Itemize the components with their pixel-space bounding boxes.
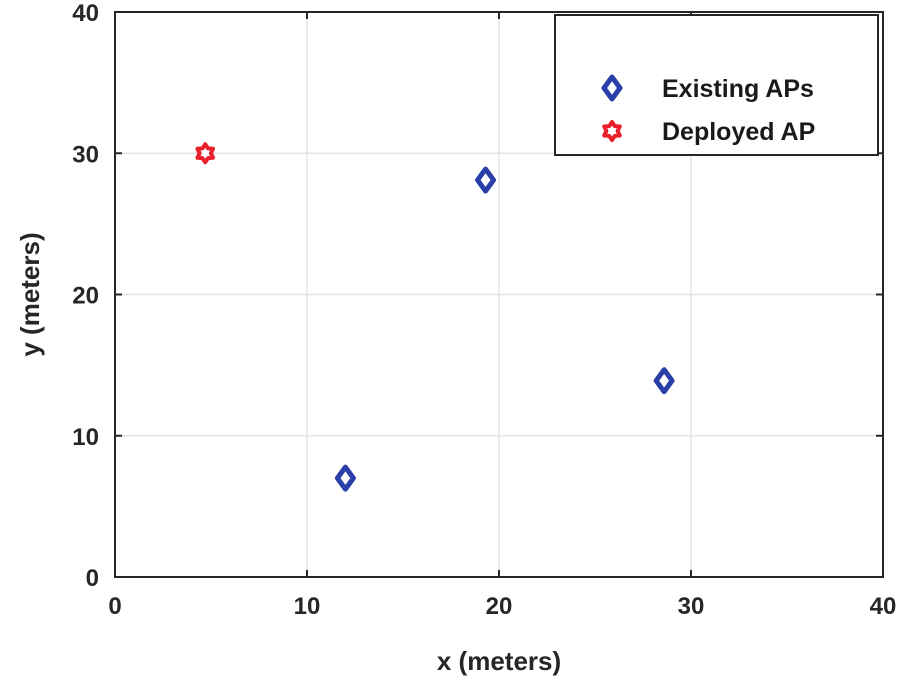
existing-ap-marker bbox=[475, 166, 497, 194]
legend: Existing APs Deployed AP bbox=[554, 14, 879, 156]
y-tick-label: 20 bbox=[72, 283, 99, 310]
x-axis-label: x (meters) bbox=[437, 646, 561, 676]
y-tick-label: 10 bbox=[72, 424, 99, 451]
legend-marker-hexagram bbox=[602, 120, 622, 142]
x-tick-label: 30 bbox=[678, 593, 705, 620]
data-points bbox=[195, 142, 675, 492]
x-tick-label: 10 bbox=[294, 593, 321, 620]
x-tick-label: 0 bbox=[108, 593, 121, 620]
legend-label-existing-aps: Existing APs bbox=[662, 75, 814, 103]
deployed-ap-marker bbox=[195, 142, 216, 165]
legend-label-deployed-ap: Deployed AP bbox=[662, 118, 815, 146]
y-axis-ticks: 0 10 20 30 40 bbox=[72, 0, 883, 592]
legend-marker bbox=[601, 74, 623, 102]
legend-entry-existing-aps: Existing APs bbox=[601, 74, 814, 103]
legend-marker-diamond bbox=[601, 74, 623, 102]
x-tick-label: 40 bbox=[870, 593, 897, 620]
y-tick-label: 30 bbox=[72, 141, 99, 168]
y-tick-label: 0 bbox=[86, 565, 99, 592]
legend-marker bbox=[602, 120, 622, 142]
x-axis-ticks: 0 10 20 30 40 bbox=[108, 12, 896, 620]
existing-ap-marker bbox=[334, 464, 356, 492]
y-axis-label: y (meters) bbox=[15, 232, 45, 356]
legend-entry-deployed-ap: Deployed AP bbox=[602, 118, 815, 146]
x-tick-label: 20 bbox=[486, 593, 513, 620]
y-tick-label: 40 bbox=[72, 0, 99, 27]
existing-ap-marker bbox=[653, 367, 675, 395]
